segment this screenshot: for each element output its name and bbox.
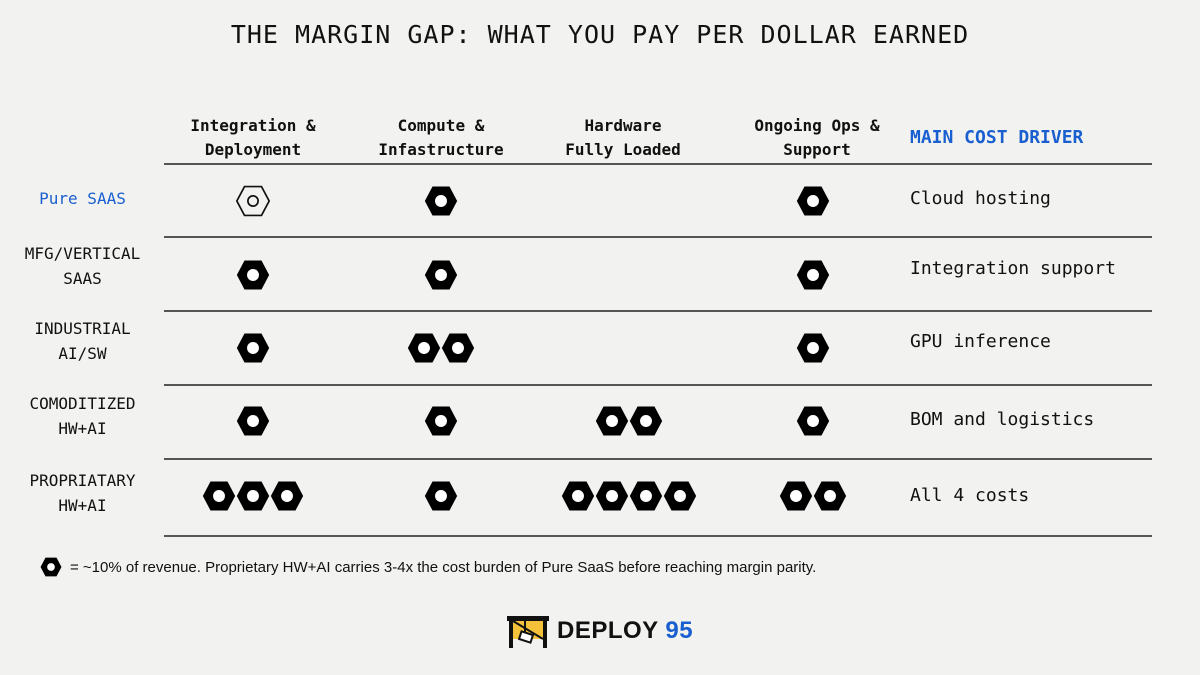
hex-nut-icon <box>424 186 458 216</box>
driver-integration-support: Integration support <box>910 258 1116 279</box>
cost-cell <box>158 476 348 516</box>
cost-cell <box>158 181 348 221</box>
hex-nut-icon <box>779 481 813 511</box>
row-label-line: COMODITIZED <box>29 394 136 413</box>
column-header-hardware: Hardware Fully Loaded <box>528 114 718 162</box>
row-label-line: PROPRIATARY <box>29 471 136 490</box>
row-label-pure-saas: Pure SAAS <box>0 186 165 211</box>
gantry-crane-icon <box>507 616 549 648</box>
row-label-mfg-vertical-saas: MFG/VERTICAL SAAS <box>0 241 165 291</box>
hex-nut-icon <box>424 260 458 290</box>
hex-nut-icon <box>236 481 270 511</box>
hex-nut-icon <box>663 481 697 511</box>
logo-number: 95 <box>665 617 694 644</box>
column-header-line: Infastructure <box>378 140 504 159</box>
driver-bom-logistics: BOM and logistics <box>910 409 1095 430</box>
column-header-line: Fully Loaded <box>565 140 681 159</box>
cost-cell <box>718 401 908 441</box>
cost-cell <box>718 181 908 221</box>
cost-cell <box>718 255 908 295</box>
column-header-line: Integration & <box>190 116 316 135</box>
table-rule <box>164 384 1152 386</box>
row-label-line: INDUSTRIAL <box>34 319 131 338</box>
row-label-line: HW+AI <box>58 496 107 515</box>
hex-nut-icon <box>595 481 629 511</box>
hex-nut-icon <box>629 481 663 511</box>
table-rule <box>164 236 1152 238</box>
hex-nut-icon <box>202 481 236 511</box>
row-label-line: AI/SW <box>58 344 107 363</box>
hex-nut-icon <box>424 481 458 511</box>
cost-cell <box>718 328 908 368</box>
row-label-comoditized-hw-ai: COMODITIZED HW+AI <box>0 391 165 441</box>
table-rule <box>164 458 1152 460</box>
logo-word: DEPLOY <box>557 617 659 644</box>
hex-nut-icon <box>796 406 830 436</box>
table-rule <box>164 163 1152 165</box>
hex-nut-icon <box>796 333 830 363</box>
column-header-line: Ongoing Ops & <box>754 116 880 135</box>
driver-gpu-inference: GPU inference <box>910 331 1051 352</box>
hex-nut-icon <box>236 260 270 290</box>
cost-cell <box>534 401 724 441</box>
table-rule <box>164 535 1152 537</box>
hex-nut-icon <box>407 333 441 363</box>
hex-nut-icon <box>796 260 830 290</box>
column-header-line: Support <box>783 140 851 159</box>
row-label-line: HW+AI <box>58 419 107 438</box>
row-label-line: SAAS <box>63 269 102 288</box>
column-header-line: Deployment <box>204 140 302 159</box>
driver-cloud-hosting: Cloud hosting <box>910 188 1051 209</box>
legend: = ~10% of revenue. Proprietary HW+AI car… <box>40 556 816 578</box>
row-label-industrial-ai: INDUSTRIAL AI/SW <box>0 316 165 366</box>
hex-nut-icon <box>441 333 475 363</box>
driver-all-costs: All 4 costs <box>910 485 1030 506</box>
cost-cell <box>346 328 536 368</box>
hex-nut-icon <box>40 557 62 577</box>
cost-cell <box>158 255 348 295</box>
cost-cell <box>718 476 908 516</box>
hex-nut-icon <box>813 481 847 511</box>
cost-cell <box>346 401 536 441</box>
column-header-integration: Integration & Deployment <box>158 114 348 162</box>
row-label-propriatary-hw-ai: PROPRIATARY HW+AI <box>0 468 165 518</box>
deploy95-logo: DEPLOY 95 <box>505 612 693 650</box>
row-label-line: MFG/VERTICAL <box>24 244 141 263</box>
cost-cell <box>346 181 536 221</box>
legend-text: = ~10% of revenue. Proprietary HW+AI car… <box>70 558 817 576</box>
table-rule <box>164 310 1152 312</box>
cost-cell <box>158 401 348 441</box>
logo-wordmark: DEPLOY 95 <box>557 617 693 645</box>
cost-cell <box>158 328 348 368</box>
page-title: THE MARGIN GAP: WHAT YOU PAY PER DOLLAR … <box>230 20 970 49</box>
column-header-compute: Compute & Infastructure <box>346 114 536 162</box>
hex-nut-icon <box>236 333 270 363</box>
hex-nut-icon <box>629 406 663 436</box>
column-header-ops: Ongoing Ops & Support <box>722 114 912 162</box>
hex-nut-icon <box>561 481 595 511</box>
column-header-line: Hardware <box>584 116 662 135</box>
row-label-line: Pure SAAS <box>39 189 126 208</box>
cost-cell <box>534 476 724 516</box>
hex-nut-icon <box>424 406 458 436</box>
column-header-main-cost-driver: MAIN COST DRIVER <box>910 127 1084 148</box>
column-header-line: Compute & <box>397 116 485 135</box>
hex-nut-icon <box>236 185 270 217</box>
hex-nut-icon <box>796 186 830 216</box>
cost-cell <box>346 255 536 295</box>
hex-nut-icon <box>270 481 304 511</box>
cost-cell <box>346 476 536 516</box>
hex-nut-icon <box>236 406 270 436</box>
hex-nut-icon <box>595 406 629 436</box>
